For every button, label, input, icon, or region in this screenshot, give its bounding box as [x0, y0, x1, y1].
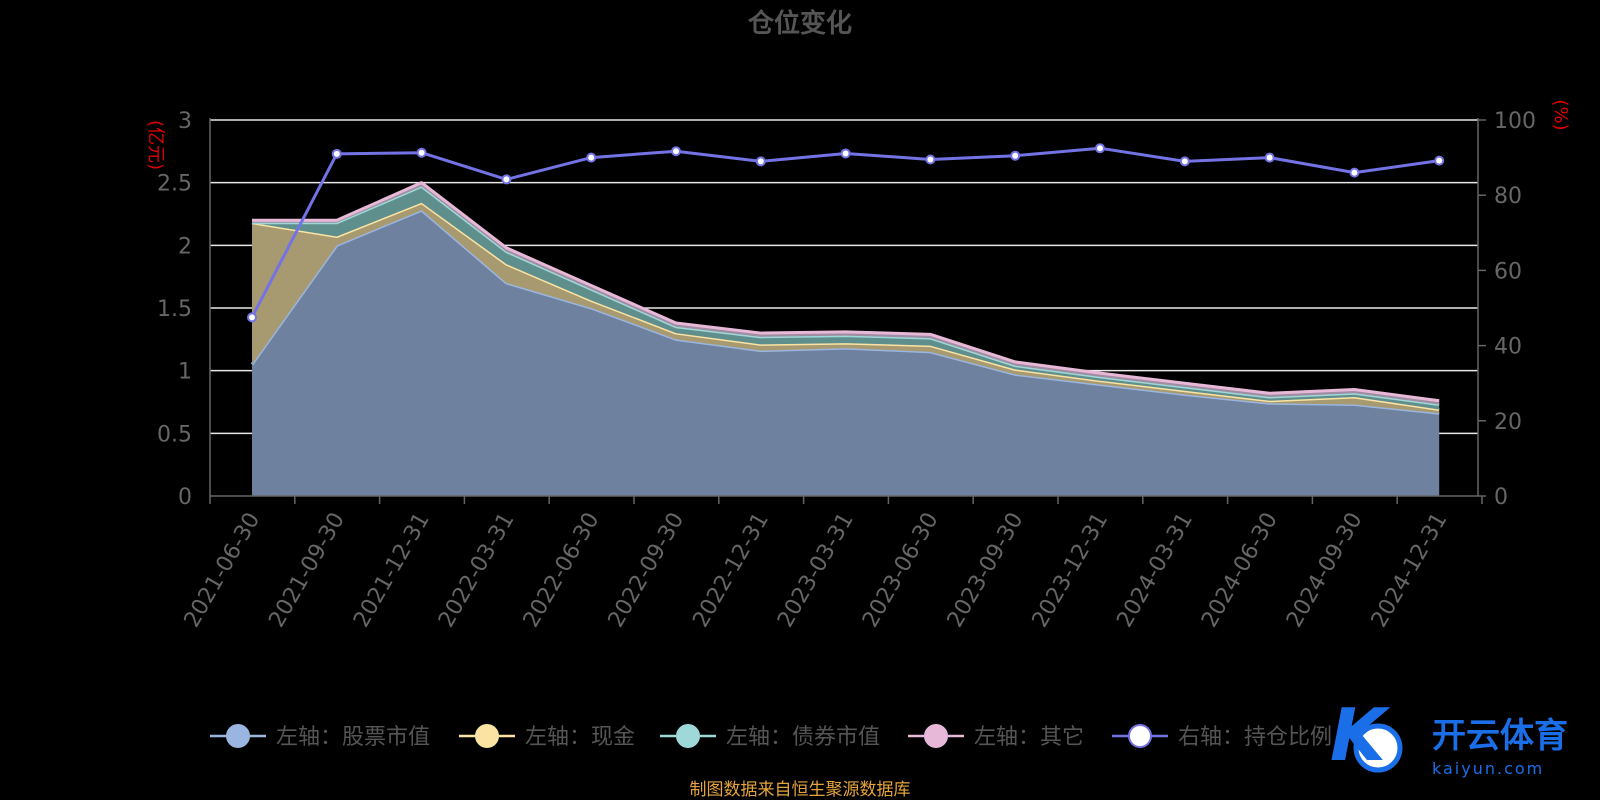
ratio-point: [925, 154, 936, 165]
logo-k-icon: K: [1330, 693, 1391, 777]
x-tick-label: 2023-06-30: [858, 509, 944, 632]
left-tick-label: 0.5: [157, 422, 192, 447]
legend-marker: [924, 724, 948, 748]
ratio-point: [1434, 155, 1445, 166]
x-tick-label: 2022-12-31: [688, 509, 774, 632]
position-ratio-line: [247, 143, 1445, 323]
ratio-point: [247, 312, 257, 323]
x-tick-label: 2023-09-30: [943, 508, 1029, 631]
ratio-point: [501, 174, 512, 185]
watermark-logo: K 开云体育 kaiyun.com: [1330, 693, 1568, 778]
legend: 左轴：股票市值 左轴：现金 左轴：债券市值 左轴：其它 右轴：持仓比例: [210, 724, 1332, 750]
right-tick-label: 80: [1494, 184, 1522, 209]
x-tick-label: 2021-12-31: [349, 508, 435, 631]
area-左轴：股票市值: [252, 210, 1440, 497]
ratio-point: [1179, 156, 1190, 167]
ratio-point: [1349, 167, 1360, 178]
ratio-point: [416, 147, 427, 158]
source-note: 制图数据来自恒生聚源数据库: [690, 780, 911, 800]
left-tick-label: 2: [178, 234, 192, 259]
ratio-point: [671, 146, 681, 157]
ratio-point: [1095, 143, 1105, 154]
ratio-point: [1010, 150, 1021, 161]
ratio-point: [586, 152, 597, 163]
right-tick-label: 100: [1494, 109, 1536, 134]
stacked-areas: [250, 181, 1440, 497]
left-axis-unit: (亿元): [145, 120, 166, 170]
ratio-point: [755, 156, 766, 167]
ratio-point: [1264, 152, 1275, 163]
left-tick-label: 1.5: [157, 297, 192, 322]
x-tick-label: 2023-12-31: [1028, 509, 1114, 632]
watermark-sub: kaiyun.com: [1432, 759, 1544, 778]
legend-label: 左轴：现金: [525, 725, 635, 750]
legend-label: 左轴：债券市值: [726, 725, 880, 750]
legend-label: 左轴：其它: [974, 725, 1084, 750]
right-tick-label: 20: [1494, 410, 1522, 435]
ratio-point: [840, 148, 851, 159]
right-tick-label: 40: [1494, 335, 1522, 360]
left-tick-label: 2.5: [157, 172, 192, 197]
soccer-ball-icon: [1353, 723, 1403, 773]
legend-label: 右轴：持仓比例: [1178, 725, 1332, 750]
x-tick-label: 2024-09-30: [1282, 509, 1368, 632]
right-tick-label: 60: [1494, 259, 1522, 284]
right-axis-unit: (%): [1550, 99, 1571, 130]
legend-marker: [226, 724, 250, 748]
x-tick-label: 2021-09-30: [264, 509, 350, 632]
x-tick-label: 2022-06-30: [519, 509, 605, 632]
x-tick-label: 2024-06-30: [1197, 509, 1283, 632]
x-tick-label: 2023-03-31: [773, 509, 859, 632]
x-tick-label: 2024-12-31: [1367, 509, 1453, 632]
x-tick-label: 2022-09-30: [604, 509, 690, 632]
left-tick-label: 0: [178, 485, 192, 510]
x-tick-label: 2021-06-30: [180, 509, 266, 632]
chart-title: 仓位变化: [747, 8, 852, 39]
left-tick-label: 3: [178, 109, 192, 134]
x-tick-label: 2024-03-31: [1112, 509, 1198, 632]
watermark-text: 开云体育: [1432, 716, 1568, 756]
legend-marker: [475, 724, 499, 748]
right-tick-label: 0: [1494, 485, 1508, 510]
left-tick-label: 1: [178, 360, 192, 385]
ratio-point: [331, 148, 342, 159]
area-edge-左轴：其它: [252, 181, 1440, 403]
x-tick-label: 2022-03-31: [434, 509, 520, 632]
legend-label: 左轴：股票市值: [276, 725, 430, 750]
legend-marker: [676, 724, 700, 748]
legend-marker: [1128, 724, 1152, 748]
